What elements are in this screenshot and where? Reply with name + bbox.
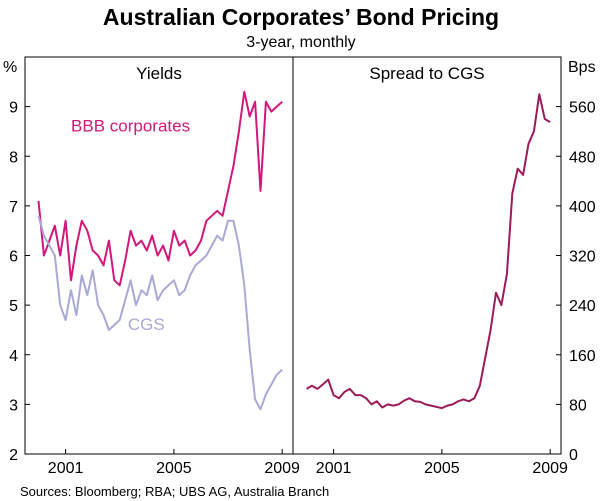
spread-ytick-label: 400	[569, 199, 596, 216]
yields-ytick-label: 4	[9, 348, 18, 365]
source-note: Sources: Bloomberg; RBA; UBS AG, Austral…	[20, 484, 329, 499]
spread-ytick-label: 320	[569, 249, 596, 266]
yields-panel-title: Yields	[136, 64, 182, 83]
yields-xtick-label: 2009	[264, 460, 300, 477]
spread-xtick-label: 2009	[532, 460, 568, 477]
yields-ytick-label: 3	[9, 397, 18, 414]
yields-ytick-label: 9	[9, 100, 18, 117]
chart-title: Australian Corporates’ Bond Pricing	[103, 4, 499, 30]
spread-xtick-label: 2005	[424, 460, 460, 477]
yields-ytick-label: 6	[9, 249, 18, 266]
yields-annotation-bbb-corporates: BBB corporates	[71, 116, 190, 135]
yields-annotation-cgs: CGS	[128, 315, 165, 334]
spread-ytick-label: 0	[569, 447, 578, 464]
yields-ytick-label: 8	[9, 149, 18, 166]
left-axis-unit: %	[3, 59, 17, 76]
spread-ytick-label: 560	[569, 100, 596, 117]
right-axis-unit: Bps	[568, 59, 596, 76]
yields-ytick-label: 2	[9, 447, 18, 464]
spread-panel-title: Spread to CGS	[369, 64, 484, 83]
spread-ytick-label: 480	[569, 149, 596, 166]
spread-ytick-label: 240	[569, 298, 596, 315]
spread-ytick-label: 160	[569, 348, 596, 365]
spread-xtick-label: 2001	[316, 460, 352, 477]
yields-xtick-label: 2001	[48, 460, 84, 477]
spread-series-spread-to-cgs-line	[306, 93, 551, 410]
chart-subtitle: 3-year, monthly	[246, 34, 355, 51]
spread-ytick-label: 80	[569, 397, 587, 414]
yields-series-cgs-line	[37, 215, 283, 411]
yields-ytick-label: 5	[9, 298, 18, 315]
yields-ytick-label: 7	[9, 199, 18, 216]
yields-xtick-label: 2005	[156, 460, 192, 477]
yields-series-bbb-corporates-line	[37, 90, 283, 287]
